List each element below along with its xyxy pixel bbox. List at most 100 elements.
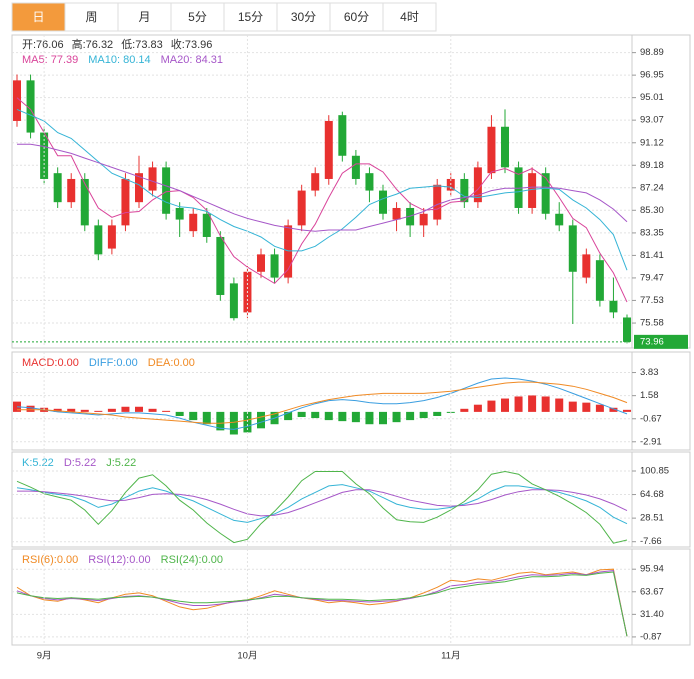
macd-bar xyxy=(67,408,76,412)
candle-body xyxy=(392,207,401,220)
tab-label[interactable]: 月 xyxy=(138,10,150,24)
last-price-box xyxy=(634,334,688,349)
legend-item: RSI(6):0.00 xyxy=(22,554,78,566)
macd-bar xyxy=(582,402,591,412)
tab-label[interactable]: 60分 xyxy=(344,10,369,24)
macd-bar xyxy=(623,409,631,412)
candle-body xyxy=(284,225,293,278)
macd-bar xyxy=(297,411,306,418)
candle-body xyxy=(297,190,306,226)
y-tick-label: -7.66 xyxy=(640,536,662,547)
candle-body xyxy=(175,207,184,220)
macd-bar xyxy=(338,411,347,422)
indicator-line xyxy=(16,470,628,544)
tab[interactable] xyxy=(64,2,119,32)
tab-label[interactable]: 30分 xyxy=(291,10,316,24)
macd-bar xyxy=(324,411,333,421)
y-tick-label: 100.85 xyxy=(640,466,669,477)
macd-bar xyxy=(595,404,604,412)
y-tick-label: 3.83 xyxy=(640,367,659,378)
indicator-line xyxy=(16,570,628,637)
candle-body xyxy=(270,254,279,278)
ohlc-label: 开:76.06 xyxy=(22,39,64,51)
y-tick-label: 93.07 xyxy=(640,115,664,126)
ohlc-label: 高:76.32 xyxy=(72,37,114,51)
macd-bar xyxy=(216,411,225,431)
tab-label[interactable]: 4时 xyxy=(400,10,419,24)
candle-body xyxy=(148,167,157,191)
macd-bar xyxy=(568,401,577,412)
macd-bar xyxy=(13,401,21,412)
y-tick-label: -2.91 xyxy=(640,436,662,447)
macd-bar xyxy=(202,411,211,425)
candle-body xyxy=(121,178,130,226)
macd-bar xyxy=(528,395,537,412)
tab[interactable] xyxy=(170,2,225,32)
legend-item: DEA:0.00 xyxy=(148,357,195,369)
tab[interactable] xyxy=(276,2,331,32)
y-tick-label: -0.87 xyxy=(640,631,662,642)
tab[interactable] xyxy=(382,2,437,32)
candle-body xyxy=(568,225,577,272)
macd-bar xyxy=(135,406,143,412)
indicator-line xyxy=(17,381,628,424)
ohlc-label: 低:73.83 xyxy=(121,38,163,51)
macd-bar xyxy=(53,408,62,412)
legend-item: MACD:0.00 xyxy=(22,357,79,369)
y-tick-label: 79.47 xyxy=(640,272,664,283)
candle-body xyxy=(189,213,198,232)
last-price-label: 73.96 xyxy=(640,336,664,347)
macd-bar xyxy=(107,408,116,412)
legend-item: K:5.22 xyxy=(22,457,54,469)
y-tick-label: 95.01 xyxy=(640,92,664,103)
legend-item: MA10: 80.14 xyxy=(88,54,150,66)
legend-item: MA5: 77.39 xyxy=(22,54,78,66)
macd-bar xyxy=(229,411,238,435)
y-tick-label: 89.18 xyxy=(640,160,664,171)
candle-body xyxy=(419,213,428,226)
candle-body xyxy=(460,178,469,203)
tab-label[interactable]: 日 xyxy=(32,10,44,24)
tab[interactable] xyxy=(223,2,278,32)
macd-bar xyxy=(257,411,265,429)
candle-body xyxy=(26,80,35,133)
tab-label[interactable]: 周 xyxy=(85,10,97,24)
candle-body xyxy=(528,173,537,208)
candle-body xyxy=(13,80,21,121)
candle-body xyxy=(433,184,442,220)
candle-body xyxy=(257,254,265,272)
tab-label[interactable]: 15分 xyxy=(238,10,263,24)
y-tick-label: 1.58 xyxy=(640,390,659,401)
indicator-line xyxy=(16,571,628,637)
candle-body xyxy=(202,213,211,237)
macd-bar xyxy=(501,398,509,412)
candle-body xyxy=(609,300,618,313)
macd-bar xyxy=(460,408,469,412)
tab-label[interactable]: 5分 xyxy=(188,10,207,24)
legend-item: RSI(24):0.00 xyxy=(161,554,223,566)
macd-bar xyxy=(609,407,618,412)
candle-body xyxy=(80,178,89,226)
macd-bar xyxy=(541,396,550,412)
y-tick-label: 87.24 xyxy=(640,182,664,193)
legend-item: RSI(12):0.00 xyxy=(88,554,150,566)
macd-bar xyxy=(148,408,157,412)
candle-body xyxy=(229,283,238,319)
macd-bar xyxy=(175,411,184,416)
macd-bar xyxy=(121,406,130,412)
x-tick-label: 10月 xyxy=(237,651,257,662)
x-tick-label: 9月 xyxy=(37,651,52,662)
candle-body xyxy=(324,120,333,179)
y-tick-label: 96.95 xyxy=(640,70,664,81)
macd-bar xyxy=(406,411,415,421)
indicator-line xyxy=(16,568,628,637)
indicator-line xyxy=(17,143,628,232)
macd-bar xyxy=(243,411,252,433)
candle-body xyxy=(541,173,550,214)
legend-item: J:5.22 xyxy=(106,457,136,469)
tab[interactable] xyxy=(329,2,384,32)
y-tick-label: 64.68 xyxy=(640,489,664,500)
candle-body xyxy=(53,173,62,203)
tab[interactable] xyxy=(11,2,66,32)
